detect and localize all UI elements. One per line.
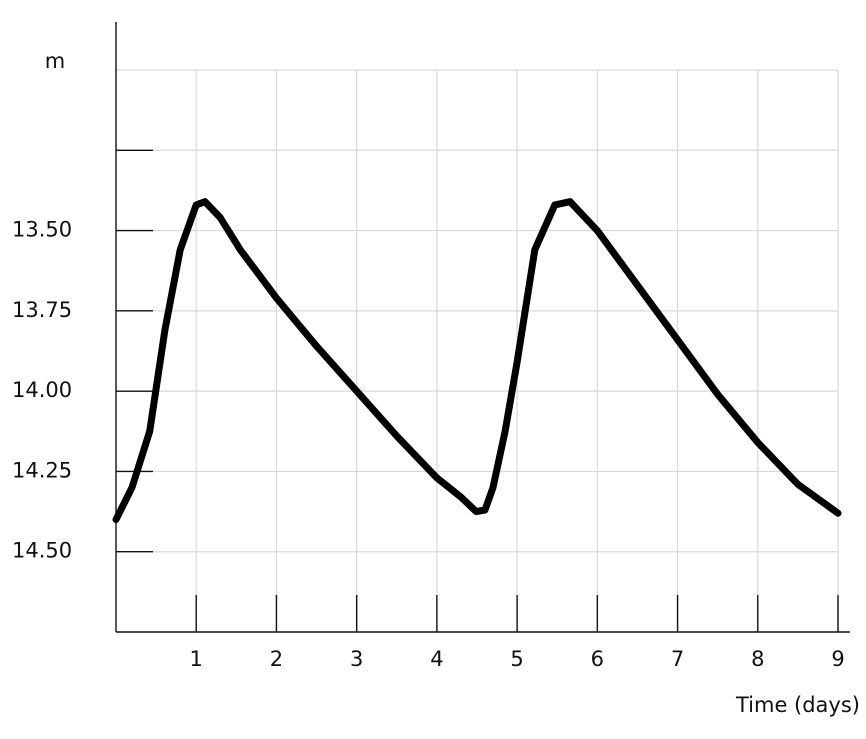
x-tick-label: 9 [831, 647, 844, 671]
x-tick-label: 1 [190, 647, 203, 671]
x-tick-label: 8 [751, 647, 764, 671]
y-tick-label: 14.00 [12, 378, 72, 402]
data-line [112, 198, 842, 524]
y-axis-label: m [45, 49, 65, 73]
x-tick-label: 3 [350, 647, 363, 671]
x-tick-label: 6 [591, 647, 604, 671]
y-tick-label: 14.50 [12, 539, 72, 563]
x-tick-label: 4 [430, 647, 443, 671]
y-tick-label: 14.25 [12, 458, 72, 482]
x-tick-label: 7 [671, 647, 684, 671]
y-tick-label: 13.50 [12, 218, 72, 242]
x-tick-label: 5 [510, 647, 523, 671]
y-tick-label: 13.75 [12, 298, 72, 322]
x-tick-label: 2 [270, 647, 283, 671]
x-axis-label: Time (days) [735, 693, 860, 717]
